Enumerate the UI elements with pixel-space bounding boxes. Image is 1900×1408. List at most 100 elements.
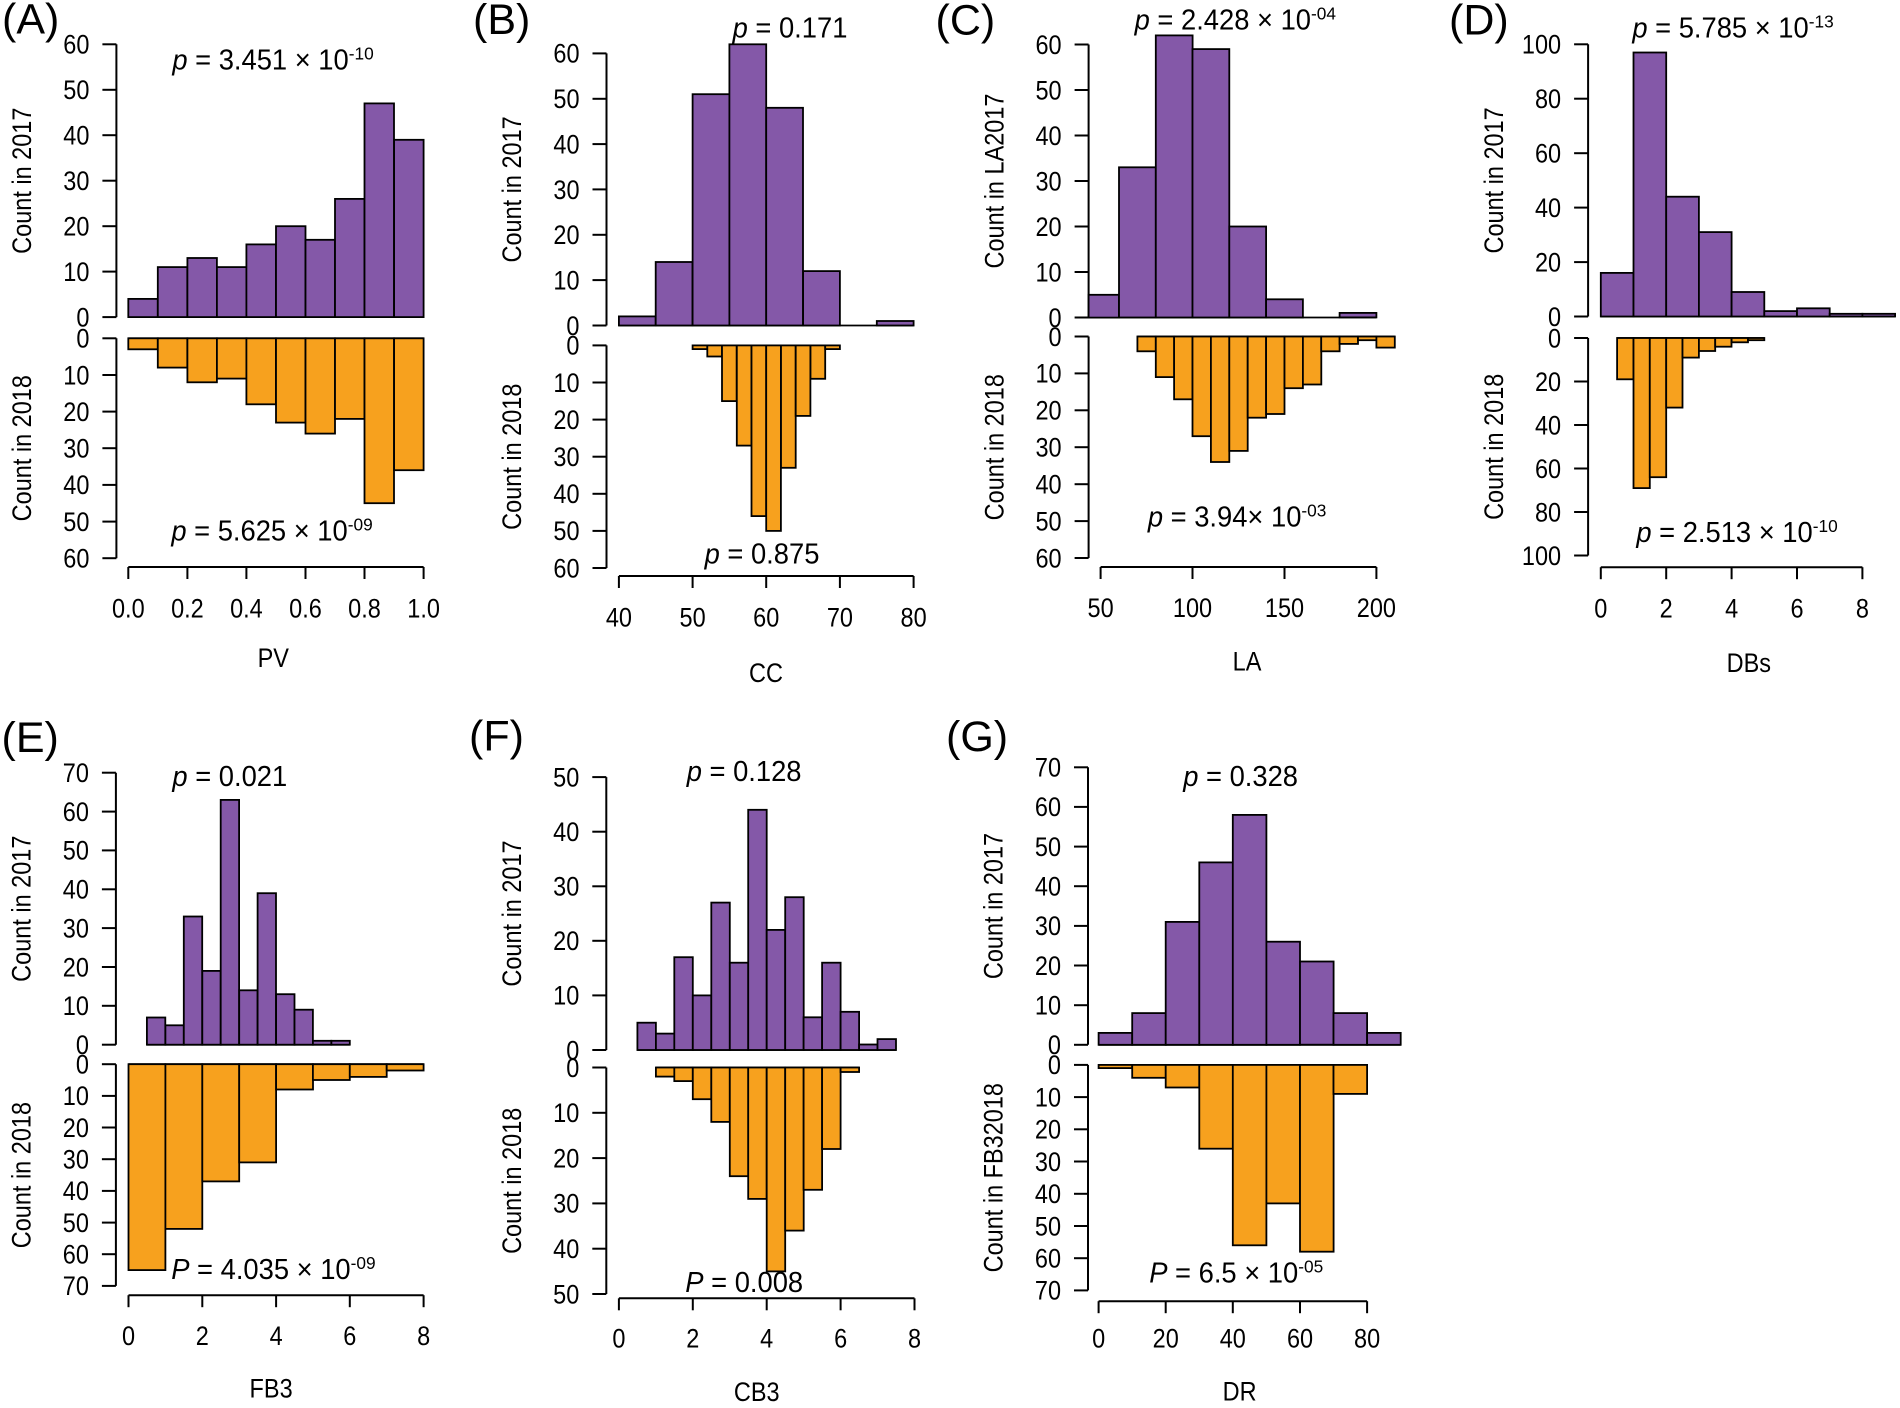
svg-text:0: 0 [1092,1324,1105,1354]
svg-text:2: 2 [1660,594,1673,624]
svg-text:30: 30 [63,167,89,197]
svg-text:0: 0 [612,1324,625,1354]
svg-text:10: 10 [1035,991,1061,1021]
svg-text:60: 60 [1535,139,1561,169]
svg-text:Count in 2017: Count in 2017 [979,833,1009,979]
svg-text:20: 20 [553,1144,579,1174]
svg-text:p = 3.94× 10-03: p = 3.94× 10-03 [1147,500,1327,532]
svg-text:4: 4 [760,1324,773,1354]
svg-text:30: 30 [553,1189,579,1219]
svg-text:10: 10 [1035,258,1061,288]
svg-text:p = 2.513 × 10-10: p = 2.513 × 10-10 [1635,516,1838,548]
svg-text:50: 50 [553,85,579,115]
svg-text:10: 10 [63,361,89,391]
svg-text:6: 6 [1790,594,1803,624]
svg-text:Count in 2018: Count in 2018 [498,384,528,530]
svg-text:0: 0 [122,1321,135,1351]
svg-text:30: 30 [63,434,89,464]
svg-text:200: 200 [1357,593,1396,623]
svg-text:80: 80 [1535,85,1561,115]
svg-text:40: 40 [63,471,89,501]
svg-text:0: 0 [1548,324,1561,354]
svg-text:Count in 2018: Count in 2018 [7,1102,37,1248]
svg-text:50: 50 [680,603,706,633]
svg-text:0: 0 [1048,1051,1061,1081]
svg-text:Count in 2017: Count in 2017 [1479,107,1509,253]
svg-text:30: 30 [1035,167,1061,197]
svg-text:(D): (D) [1449,0,1509,45]
svg-text:80: 80 [1535,498,1561,528]
svg-text:60: 60 [553,554,579,584]
svg-text:20: 20 [553,221,579,251]
svg-text:60: 60 [63,30,89,60]
svg-text:0.2: 0.2 [171,594,204,624]
svg-text:p = 0.875: p = 0.875 [704,538,820,570]
svg-text:2: 2 [686,1324,699,1354]
svg-text:DBs: DBs [1727,649,1771,679]
svg-text:30: 30 [1035,433,1061,463]
svg-text:P = 4.035 × 10-09: P = 4.035 × 10-09 [171,1252,375,1284]
svg-text:50: 50 [1035,832,1061,862]
svg-text:50: 50 [63,76,89,106]
svg-text:70: 70 [1035,1276,1061,1306]
svg-text:Count in LA2017: Count in LA2017 [980,94,1010,269]
svg-text:30: 30 [553,175,579,205]
svg-text:0: 0 [566,1036,579,1066]
svg-text:80: 80 [1354,1324,1380,1354]
svg-text:10: 10 [553,981,579,1011]
svg-text:0.8: 0.8 [348,594,381,624]
svg-text:FB3: FB3 [250,1374,293,1404]
svg-text:1.0: 1.0 [407,594,440,624]
svg-text:10: 10 [1035,1083,1061,1113]
svg-text:LA: LA [1233,647,1262,677]
svg-text:20: 20 [63,397,89,427]
svg-text:p = 5.625 × 10-09: p = 5.625 × 10-09 [170,514,372,546]
svg-text:50: 50 [1088,593,1114,623]
svg-text:60: 60 [1535,454,1561,484]
svg-text:10: 10 [553,1099,579,1129]
svg-text:60: 60 [1035,793,1061,823]
svg-text:Count in 2018: Count in 2018 [980,374,1010,520]
svg-text:40: 40 [553,818,579,848]
svg-text:20: 20 [1035,951,1061,981]
svg-text:40: 40 [63,875,89,905]
svg-text:50: 50 [553,1280,579,1310]
svg-text:70: 70 [1035,753,1061,783]
svg-text:Count in FB32018: Count in FB32018 [979,1083,1009,1272]
svg-text:70: 70 [827,603,853,633]
svg-text:40: 40 [1220,1324,1246,1354]
svg-text:60: 60 [63,544,89,574]
svg-text:20: 20 [63,953,89,983]
svg-text:50: 50 [1035,76,1061,106]
svg-text:0: 0 [1594,594,1607,624]
svg-text:60: 60 [63,797,89,827]
svg-text:0: 0 [76,303,89,333]
svg-text:50: 50 [1035,507,1061,537]
svg-text:60: 60 [1035,544,1061,574]
svg-text:40: 40 [1035,872,1061,902]
svg-text:0: 0 [1049,303,1062,333]
svg-text:2: 2 [196,1321,209,1351]
svg-text:10: 10 [63,257,89,287]
svg-text:DR: DR [1223,1377,1257,1407]
svg-text:CB3: CB3 [734,1377,780,1407]
svg-text:150: 150 [1265,593,1304,623]
svg-text:20: 20 [63,212,89,242]
svg-text:(B): (B) [473,0,530,44]
svg-text:6: 6 [834,1324,847,1354]
svg-text:Count in 2017: Count in 2017 [7,836,37,982]
svg-text:8: 8 [1856,594,1869,624]
svg-text:CC: CC [749,659,783,689]
svg-text:Count in 2018: Count in 2018 [8,375,38,521]
svg-text:60: 60 [63,1240,89,1270]
svg-text:50: 50 [63,507,89,537]
svg-text:Count in 2018: Count in 2018 [498,1108,528,1254]
svg-text:20: 20 [1035,212,1061,242]
svg-text:p = 0.328: p = 0.328 [1182,760,1298,792]
svg-text:Count in 2017: Count in 2017 [498,116,528,262]
svg-text:40: 40 [1035,121,1061,151]
svg-text:60: 60 [753,603,779,633]
svg-text:40: 40 [1535,193,1561,223]
svg-text:p = 2.428 × 10-04: p = 2.428 × 10-04 [1134,3,1337,35]
svg-text:80: 80 [901,603,927,633]
